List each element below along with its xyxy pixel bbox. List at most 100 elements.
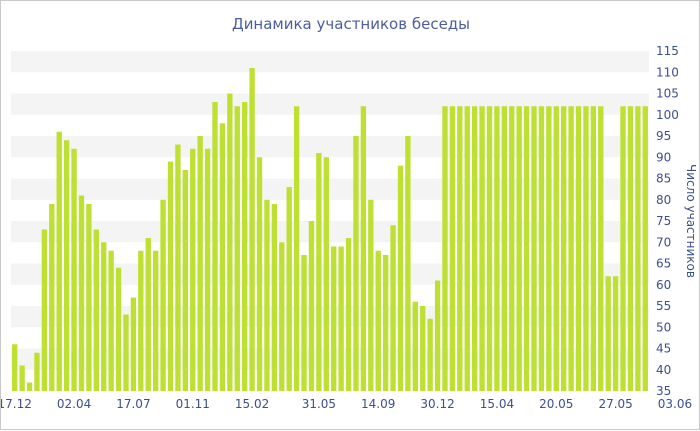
bar <box>93 229 99 391</box>
bar <box>197 136 203 391</box>
y-tick-label: 40 <box>656 363 671 377</box>
bar <box>108 250 114 391</box>
bar <box>442 106 448 391</box>
bar <box>19 365 25 391</box>
bar <box>501 106 508 391</box>
bar <box>49 204 55 391</box>
bar <box>457 106 463 391</box>
y-tick-label: 80 <box>656 193 671 207</box>
bar <box>598 106 604 391</box>
bar <box>34 352 40 391</box>
bar <box>620 106 626 391</box>
x-tick-label: 15.02 <box>235 397 269 411</box>
bar <box>78 195 85 391</box>
bar <box>627 106 634 391</box>
bar <box>204 148 211 391</box>
bar <box>338 246 344 391</box>
bar <box>479 106 485 391</box>
bar <box>41 229 48 391</box>
bar <box>242 102 248 391</box>
bar <box>212 102 218 391</box>
y-tick-label: 110 <box>656 65 679 79</box>
bar <box>279 242 285 391</box>
grid-stripe <box>11 178 649 200</box>
bar <box>546 106 552 391</box>
bar <box>331 246 337 391</box>
x-tick-label: 31.05 <box>302 397 336 411</box>
bar <box>486 106 493 391</box>
y-tick-label: 50 <box>656 320 671 334</box>
bar <box>583 106 589 391</box>
bar <box>449 106 456 391</box>
y-tick-label: 65 <box>656 257 671 271</box>
bar <box>264 199 270 391</box>
bar <box>167 161 174 391</box>
x-tick-label: 17.07 <box>116 397 150 411</box>
bar <box>382 255 389 391</box>
y-axis-ticks: 35 40 45 50 55 60 65 70 75 80 85 90 95 100 105 110 115 <box>656 44 679 398</box>
bar <box>397 165 404 391</box>
bar <box>575 106 582 391</box>
bar <box>323 157 329 391</box>
grid-stripes <box>11 51 649 370</box>
bar <box>26 382 33 391</box>
bar <box>523 106 530 391</box>
grid-stripe <box>11 348 649 370</box>
bar <box>531 106 537 391</box>
y-axis-label: Число участников <box>684 164 698 278</box>
bar <box>301 255 307 391</box>
bar <box>182 170 189 391</box>
y-tick-label: 95 <box>656 129 671 143</box>
bar <box>427 318 433 391</box>
x-tick-label: 03.06 <box>658 397 692 411</box>
y-tick-label: 60 <box>656 278 671 292</box>
bar <box>390 225 396 391</box>
bar <box>86 204 92 391</box>
y-tick-label: 70 <box>656 235 671 249</box>
bar <box>138 250 144 391</box>
grid-stripe <box>11 93 649 115</box>
x-tick-label: 30.12 <box>420 397 454 411</box>
x-axis-ticks: 17.12 02.04 17.07 01.11 15.02 31.05 14.09 30.12… <box>1 397 692 411</box>
bar <box>635 106 641 391</box>
bar <box>71 148 77 391</box>
bar <box>308 221 315 391</box>
bar <box>434 280 441 391</box>
bar <box>234 106 240 391</box>
bar <box>375 250 381 391</box>
bar <box>420 306 426 391</box>
bar <box>219 123 226 391</box>
y-tick-label: 35 <box>656 384 671 398</box>
y-tick-label: 45 <box>656 342 671 356</box>
bar <box>316 153 322 391</box>
bar <box>12 344 18 391</box>
bar <box>345 238 352 391</box>
x-tick-label: 14.09 <box>361 397 395 411</box>
bar <box>175 144 181 391</box>
bar <box>360 106 367 391</box>
bar <box>590 106 597 391</box>
grid-stripe <box>11 136 649 158</box>
bar <box>561 106 567 391</box>
bar <box>568 106 574 391</box>
x-tick-label: 27.05 <box>598 397 632 411</box>
x-tick-label: 17.12 <box>1 397 32 411</box>
bars <box>12 68 648 391</box>
bar <box>271 204 278 391</box>
bar <box>101 242 107 391</box>
x-tick-label: 20.05 <box>539 397 573 411</box>
bar <box>293 106 300 391</box>
bar <box>152 250 159 391</box>
bar <box>612 276 619 391</box>
y-tick-label: 105 <box>656 87 679 101</box>
bar <box>494 106 500 391</box>
y-tick-label: 115 <box>656 44 679 58</box>
bar <box>56 131 62 391</box>
bar <box>471 106 478 391</box>
bar <box>642 106 648 391</box>
bar <box>130 297 137 391</box>
y-tick-label: 100 <box>656 108 679 122</box>
bar <box>516 106 522 391</box>
